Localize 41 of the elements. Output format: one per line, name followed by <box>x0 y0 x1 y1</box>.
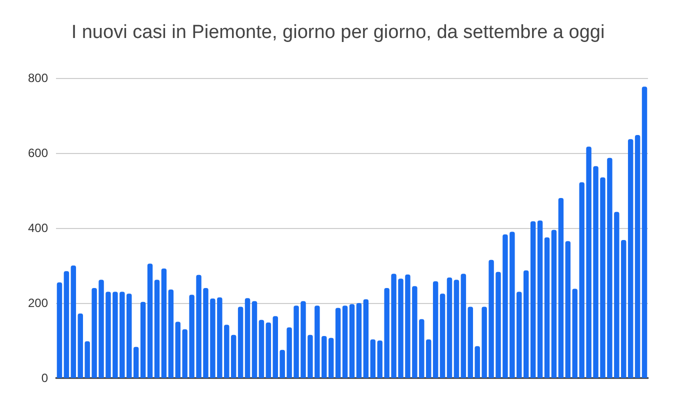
bar <box>244 298 250 378</box>
bar <box>537 220 543 378</box>
bar <box>70 266 76 378</box>
bar <box>238 306 244 378</box>
bar <box>642 86 648 378</box>
y-tick-label: 800 <box>28 71 48 85</box>
bar <box>56 282 62 378</box>
bar <box>154 280 160 378</box>
bar <box>565 241 571 378</box>
y-tick-label: 200 <box>28 296 48 310</box>
bar <box>530 221 536 378</box>
bar <box>252 301 258 378</box>
bar <box>168 290 174 378</box>
bar <box>460 274 466 378</box>
bar <box>468 306 474 378</box>
bar <box>161 268 167 378</box>
bar <box>544 237 550 378</box>
bar <box>140 302 146 378</box>
bar <box>147 264 153 378</box>
bar <box>230 334 236 378</box>
bar <box>342 306 348 378</box>
bar <box>133 346 139 378</box>
bar <box>258 320 264 378</box>
bar <box>349 304 355 378</box>
bar <box>558 198 564 378</box>
bar <box>454 280 460 378</box>
bar <box>266 322 272 378</box>
bar <box>440 294 446 378</box>
bar <box>446 278 452 378</box>
bar <box>335 308 341 378</box>
bar <box>432 281 438 378</box>
y-tick-label: 0 <box>41 371 48 385</box>
y-tick-label: 400 <box>28 221 48 235</box>
y-tick-label: 600 <box>28 146 48 160</box>
bar <box>64 271 70 378</box>
bar <box>628 139 634 378</box>
bar <box>356 303 362 378</box>
bar <box>363 299 369 378</box>
bar <box>551 230 557 378</box>
bar <box>634 135 640 378</box>
chart-title: I nuovi casi in Piemonte, giorno per giorno, da settembre a oggi <box>71 22 605 43</box>
